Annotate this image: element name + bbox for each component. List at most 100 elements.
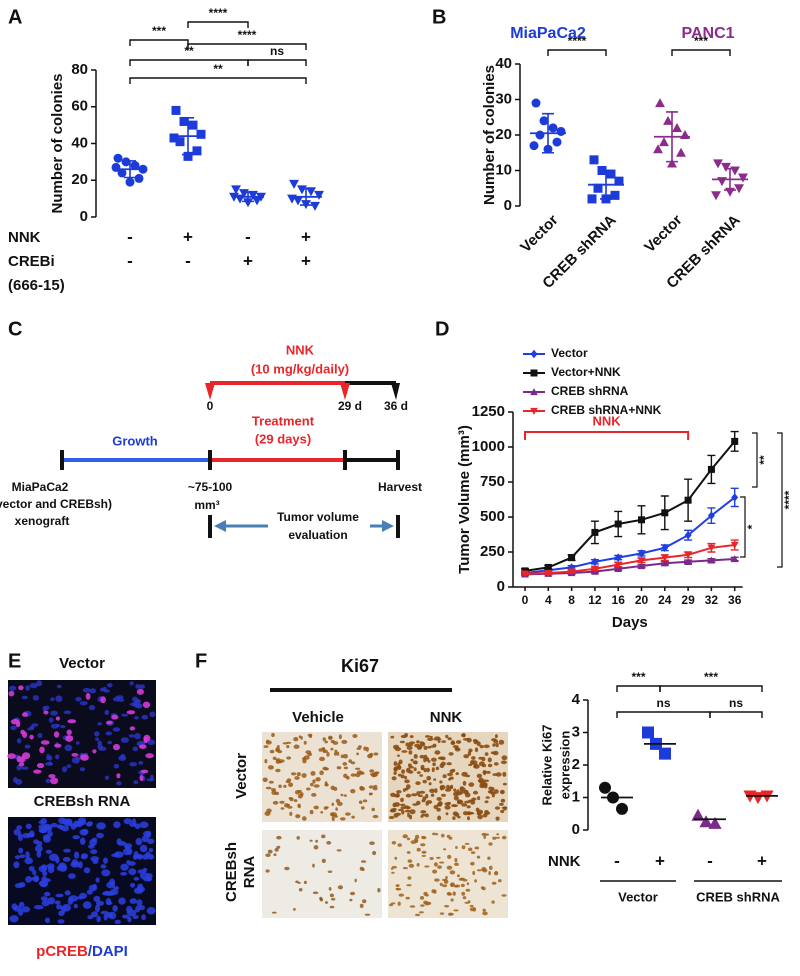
cell <box>478 761 485 766</box>
cell <box>265 786 272 790</box>
cell <box>109 888 119 896</box>
data-point <box>121 157 131 167</box>
cell <box>444 805 451 810</box>
cell <box>264 759 268 764</box>
cell <box>418 911 424 914</box>
cell <box>415 781 421 786</box>
data-point <box>614 564 623 572</box>
cell <box>123 818 133 825</box>
cell <box>30 876 40 882</box>
data-point <box>616 802 628 815</box>
cell <box>275 768 281 773</box>
data-point <box>192 146 202 156</box>
cell <box>87 915 94 920</box>
panel-label: E <box>8 650 21 672</box>
volume-label: mm³ <box>194 498 219 512</box>
cell <box>95 877 100 883</box>
micrograph <box>262 830 382 918</box>
cell <box>461 845 466 850</box>
cell <box>41 899 50 907</box>
cell <box>91 911 98 918</box>
cell <box>402 867 408 870</box>
cell <box>132 915 139 919</box>
cell <box>48 755 53 761</box>
data-point <box>183 151 193 161</box>
cell <box>456 789 460 794</box>
cell <box>44 705 50 711</box>
cell <box>402 834 408 839</box>
cell <box>343 794 347 797</box>
cell <box>72 835 80 840</box>
micrograph-background <box>262 830 382 918</box>
cell <box>349 898 353 902</box>
cell <box>50 822 58 828</box>
cell <box>446 784 450 790</box>
cell <box>320 811 324 814</box>
cell <box>487 757 492 763</box>
cell <box>469 760 475 765</box>
cell <box>439 882 443 887</box>
cell <box>448 752 454 756</box>
data-point <box>659 137 669 147</box>
significance-label: *** <box>704 670 718 684</box>
cell <box>455 846 458 849</box>
cell <box>501 835 507 840</box>
cell <box>102 686 107 692</box>
cell <box>265 869 270 873</box>
cell <box>310 771 316 776</box>
cell <box>396 790 402 794</box>
cell <box>29 734 34 740</box>
cell <box>442 774 447 779</box>
data-point <box>521 570 529 578</box>
cell <box>482 813 488 818</box>
significance-bracket <box>671 49 731 56</box>
cell <box>452 891 456 896</box>
cell <box>64 890 71 896</box>
x-tick-label: 20 <box>635 593 649 607</box>
significance-bracket <box>709 711 763 718</box>
cell <box>454 747 461 752</box>
cell <box>45 849 52 854</box>
condition-label: NNK <box>548 853 581 870</box>
cell <box>97 722 102 726</box>
data-point <box>725 187 735 197</box>
cell <box>85 822 93 827</box>
data-point <box>713 159 723 169</box>
y-axis-label: expression <box>557 731 572 800</box>
cell <box>146 873 153 879</box>
cell <box>419 754 425 759</box>
x-tick-label: Vector <box>517 212 562 257</box>
cell <box>445 734 449 739</box>
panel-label: B <box>432 6 446 28</box>
cell <box>25 876 32 883</box>
cell <box>397 754 400 757</box>
cell <box>409 814 413 820</box>
cell <box>128 868 137 876</box>
cell <box>112 727 121 732</box>
cell <box>312 779 316 784</box>
cell <box>18 762 25 767</box>
cell <box>142 701 151 708</box>
cell <box>111 714 119 720</box>
cell <box>391 776 397 781</box>
cell <box>298 735 302 739</box>
cell <box>359 771 365 775</box>
cell <box>10 725 17 731</box>
cell <box>106 881 116 889</box>
condition-value: + <box>655 851 665 870</box>
data-point <box>653 144 663 154</box>
legend-label: Vector+NNK <box>551 365 621 379</box>
cell <box>434 736 441 739</box>
cell <box>141 914 146 921</box>
cell <box>272 800 279 805</box>
cell <box>360 806 365 810</box>
cell <box>396 765 402 769</box>
cell <box>61 825 69 832</box>
cell <box>148 848 154 853</box>
cell <box>400 774 405 779</box>
cell <box>362 899 367 904</box>
data-point <box>601 194 611 204</box>
cell <box>460 877 465 880</box>
cell <box>406 784 411 790</box>
cell <box>472 739 478 743</box>
